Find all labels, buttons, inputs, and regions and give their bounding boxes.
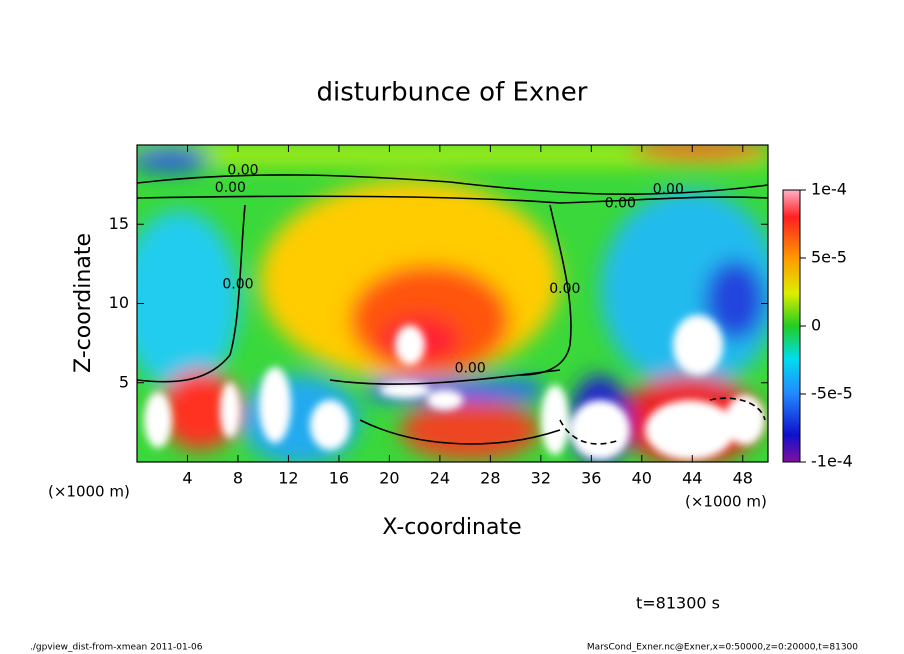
contour-label: 0.00 (653, 181, 684, 197)
x-tick-label: 36 (581, 469, 601, 488)
x-tick-label: 8 (233, 469, 243, 488)
x-tick-label: 28 (480, 469, 500, 488)
x-tick-label: 12 (278, 469, 298, 488)
contour-label: 0.00 (222, 276, 253, 292)
contour-label: 0.00 (215, 180, 246, 196)
contour-label: 0.00 (549, 281, 580, 297)
y-axis-label: Z-coordinate (71, 233, 96, 373)
x-tick-label: 32 (531, 469, 551, 488)
y-tick-label: 10 (109, 293, 129, 312)
time-label: t=81300 s (636, 594, 720, 613)
contour-label: 0.00 (227, 162, 258, 178)
colorbar-tick-label: -1e-4 (811, 452, 853, 471)
y-tick-label: 5 (119, 372, 129, 391)
x-tick-label: 16 (329, 469, 349, 488)
y-unit-label: (×1000 m) (48, 483, 130, 501)
x-tick-label: 24 (430, 469, 450, 488)
x-tick-label: 4 (182, 469, 192, 488)
x-tick-label: 48 (733, 469, 753, 488)
colorbar-tick-label: 5e-5 (811, 248, 847, 267)
colorbar-tick-label: -5e-5 (811, 384, 853, 403)
x-tick-label: 44 (682, 469, 702, 488)
colorbar-tick-label: 1e-4 (811, 180, 847, 199)
colorbar (782, 189, 801, 463)
footer-right: MarsCond_Exner.nc@Exner,x=0:50000,z=0:20… (587, 643, 858, 653)
contour-field (137, 145, 768, 462)
colorbar-tick-label: 0 (811, 316, 821, 335)
x-unit-label: (×1000 m) (685, 493, 767, 511)
contour-label: 0.00 (605, 196, 636, 212)
contour-label: 0.00 (455, 360, 486, 376)
chart-title: disturbunce of Exner (317, 78, 588, 108)
y-tick-label: 15 (109, 214, 129, 233)
x-tick-label: 40 (632, 469, 652, 488)
x-tick-label: 20 (379, 469, 399, 488)
footer-left: ./gpview_dist-from-xmean 2011-01-06 (30, 643, 203, 653)
x-axis-label: X-coordinate (382, 515, 521, 540)
